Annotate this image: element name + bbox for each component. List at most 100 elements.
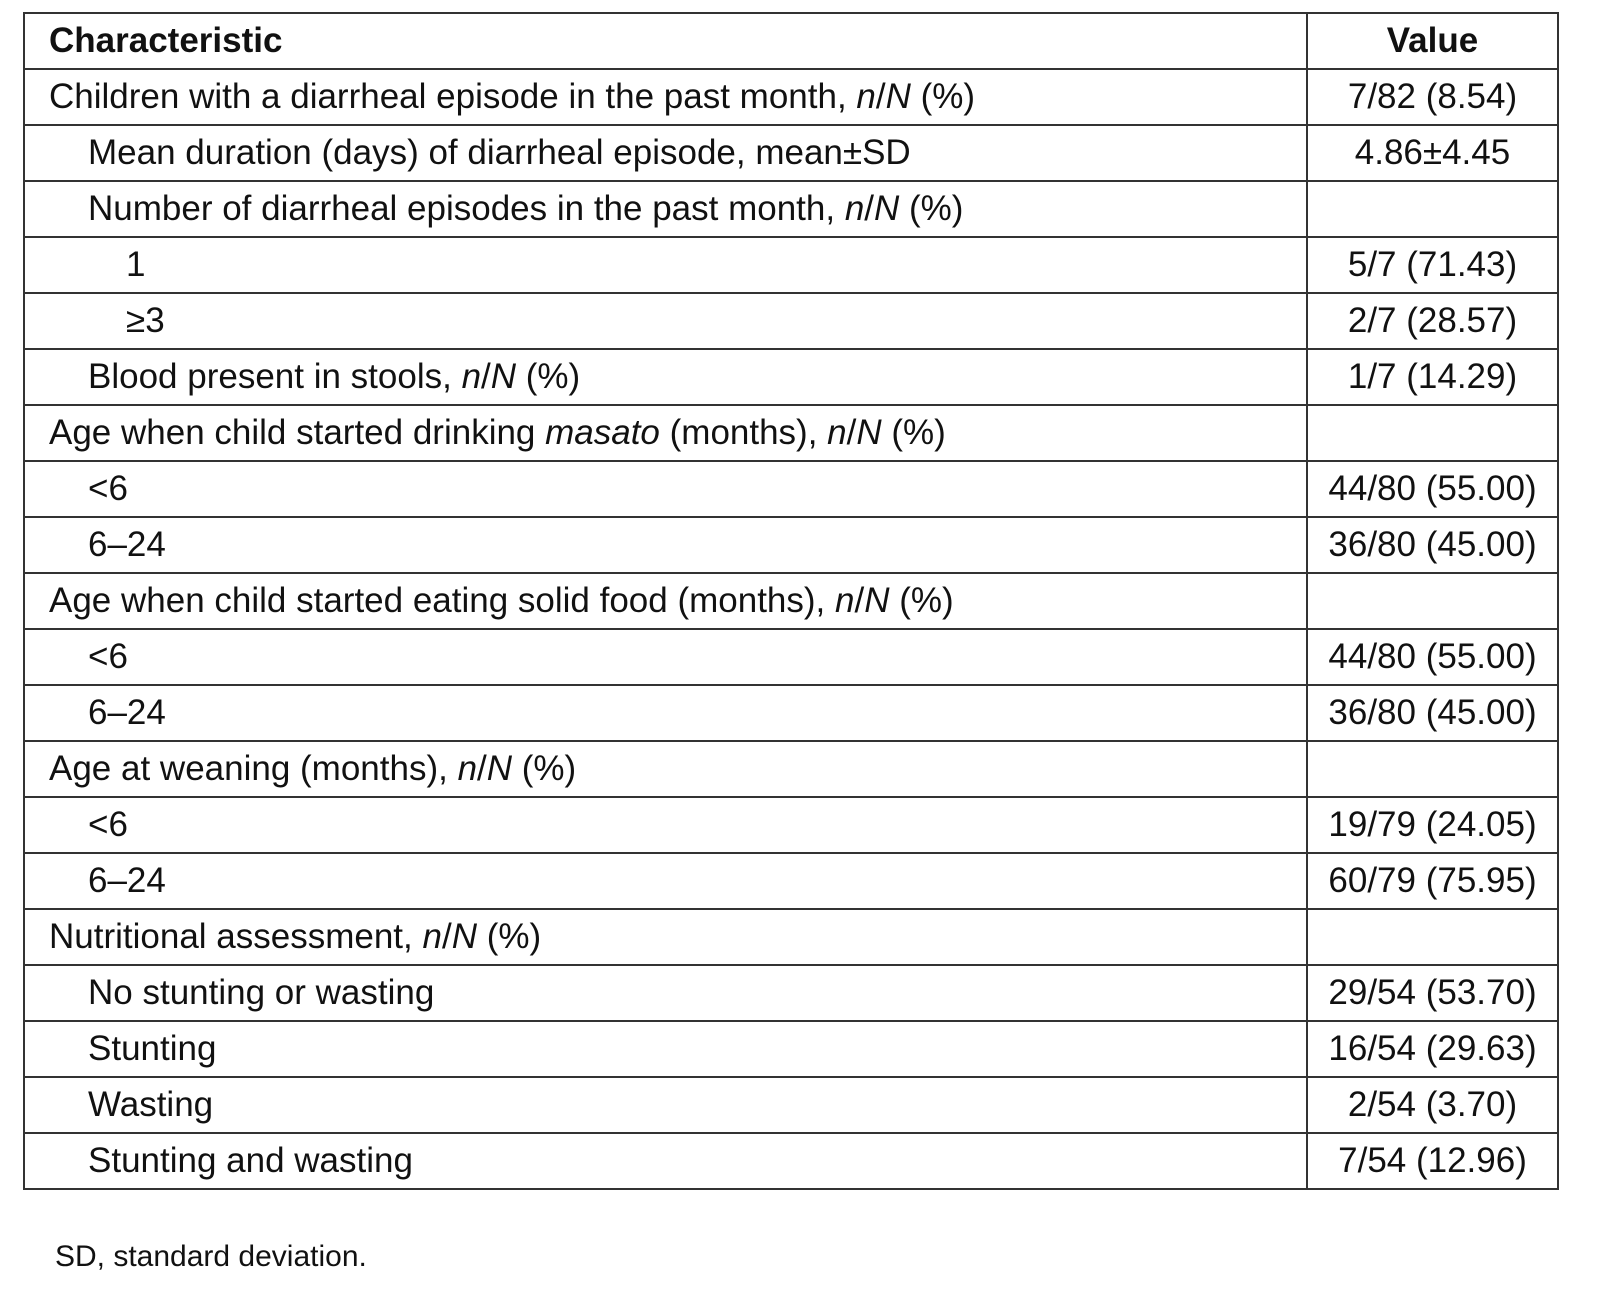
label-text: ≥3 xyxy=(126,301,165,340)
characteristic-cell: <6 xyxy=(23,628,1308,686)
characteristic-cell: 6–24 xyxy=(23,852,1308,910)
characteristic-cell: Mean duration (days) of diarrheal episod… xyxy=(23,124,1308,182)
label-text: <6 xyxy=(88,469,128,508)
header-value: Value xyxy=(1306,12,1559,70)
value-cell: 5/7 (71.43) xyxy=(1306,236,1559,294)
table-row: ≥3 2/7 (28.57) xyxy=(23,292,1559,350)
characteristic-cell: No stunting or wasting xyxy=(23,964,1308,1022)
label-text: n xyxy=(835,581,855,620)
label-text: Stunting xyxy=(88,1029,217,1068)
characteristic-cell: Children with a diarrheal episode in the… xyxy=(23,68,1308,126)
table-row: Age when child started drinking masato (… xyxy=(23,404,1559,462)
table-row: 6–24 36/80 (45.00) xyxy=(23,516,1559,574)
label-text: n xyxy=(422,917,442,956)
characteristic-cell: Age when child started eating solid food… xyxy=(23,572,1308,630)
value-cell: 44/80 (55.00) xyxy=(1306,460,1559,518)
label-text: Wasting xyxy=(88,1085,214,1124)
table-row: Age when child started eating solid food… xyxy=(23,572,1559,630)
label-text: N xyxy=(451,917,477,956)
label-text: / xyxy=(854,581,865,620)
label-text: Blood present in stools, xyxy=(88,357,462,396)
label-text: N xyxy=(874,189,900,228)
characteristic-cell: Nutritional assessment, n/N (%) xyxy=(23,908,1308,966)
characteristic-cell: Age when child started drinking masato (… xyxy=(23,404,1308,462)
value-cell: 60/79 (75.95) xyxy=(1306,852,1559,910)
label-text: <6 xyxy=(88,805,128,844)
table-row: 6–24 36/80 (45.00) xyxy=(23,684,1559,742)
label-text: Mean duration (days) of diarrheal episod… xyxy=(88,133,911,172)
label-text: (%) xyxy=(899,189,964,228)
table-row: Number of diarrheal episodes in the past… xyxy=(23,180,1559,238)
label-text: (%) xyxy=(881,413,946,452)
label-text: No stunting or wasting xyxy=(88,973,435,1012)
value-cell: 2/54 (3.70) xyxy=(1306,1076,1559,1134)
table-body: Children with a diarrheal episode in the… xyxy=(23,68,1559,1190)
characteristic-cell: 1 xyxy=(23,236,1308,294)
value-cell: 36/80 (45.00) xyxy=(1306,516,1559,574)
label-text: / xyxy=(441,917,452,956)
label-text: / xyxy=(481,357,491,396)
header-characteristic: Characteristic xyxy=(23,12,1308,70)
value-cell: 19/79 (24.05) xyxy=(1306,796,1559,854)
label-text: / xyxy=(477,749,487,788)
table-row: Mean duration (days) of diarrheal episod… xyxy=(23,124,1559,182)
label-text: n xyxy=(844,189,865,228)
label-text: Children with a diarrheal episode in the… xyxy=(49,77,857,116)
label-text: Age at weaning (months), xyxy=(49,749,458,788)
value-cell: 16/54 (29.63) xyxy=(1306,1020,1559,1078)
label-text: n xyxy=(856,77,876,116)
label-text: N xyxy=(486,749,513,788)
label-text: N xyxy=(885,77,911,116)
value-cell: 29/54 (53.70) xyxy=(1306,964,1559,1022)
characteristic-cell: 6–24 xyxy=(23,684,1308,742)
label-text: / xyxy=(864,189,875,228)
table-row: Children with a diarrheal episode in the… xyxy=(23,68,1559,126)
characteristic-cell: ≥3 xyxy=(23,292,1308,350)
value-cell xyxy=(1306,404,1559,462)
table-row: <6 19/79 (24.05) xyxy=(23,796,1559,854)
table-row: <6 44/80 (55.00) xyxy=(23,460,1559,518)
characteristic-cell: 6–24 xyxy=(23,516,1308,574)
value-cell: 44/80 (55.00) xyxy=(1306,628,1559,686)
table-row: No stunting or wasting 29/54 (53.70) xyxy=(23,964,1559,1022)
characteristic-cell: <6 xyxy=(23,460,1308,518)
header-row: Characteristic Value xyxy=(23,12,1559,70)
value-cell: 1/7 (14.29) xyxy=(1306,348,1559,406)
value-cell xyxy=(1306,572,1559,630)
value-cell: 4.86±4.45 xyxy=(1306,124,1559,182)
label-text: (%) xyxy=(516,357,581,396)
label-text: 6–24 xyxy=(88,861,166,900)
table-row: Blood present in stools, n/N (%) 1/7 (14.… xyxy=(23,348,1559,406)
table-row: <6 44/80 (55.00) xyxy=(23,628,1559,686)
value-cell xyxy=(1306,180,1559,238)
characteristic-cell: Wasting xyxy=(23,1076,1308,1134)
label-text: (%) xyxy=(512,749,577,788)
label-text: 6–24 xyxy=(88,693,166,732)
label-text: (months), xyxy=(659,413,828,452)
label-text: / xyxy=(875,77,886,116)
characteristic-cell: Stunting and wasting xyxy=(23,1132,1308,1190)
label-text: 6–24 xyxy=(88,525,166,564)
table-row: 6–24 60/79 (75.95) xyxy=(23,852,1559,910)
table-row: 1 5/7 (71.43) xyxy=(23,236,1559,294)
characteristics-table: Characteristic Value Children with a dia… xyxy=(23,12,1559,1190)
characteristic-cell: Stunting xyxy=(23,1020,1308,1078)
table-row: Stunting and wasting 7/54 (12.96) xyxy=(23,1132,1559,1190)
label-text: n xyxy=(461,357,482,396)
label-text: (%) xyxy=(476,917,542,956)
label-text: (%) xyxy=(910,77,976,116)
value-cell xyxy=(1306,908,1559,966)
label-text: masato xyxy=(545,413,660,452)
value-cell: 7/54 (12.96) xyxy=(1306,1132,1559,1190)
value-cell: 2/7 (28.57) xyxy=(1306,292,1559,350)
label-text: Stunting and wasting xyxy=(88,1141,413,1180)
label-text: Nutritional assessment, xyxy=(49,917,423,956)
label-text: N xyxy=(864,581,890,620)
label-text: 1 xyxy=(126,245,146,284)
label-text: N xyxy=(856,413,882,452)
label-text: / xyxy=(846,413,857,452)
label-text: n xyxy=(457,749,478,788)
value-cell xyxy=(1306,740,1559,798)
characteristic-cell: Age at weaning (months), n/N (%) xyxy=(23,740,1308,798)
label-text: <6 xyxy=(88,637,128,676)
